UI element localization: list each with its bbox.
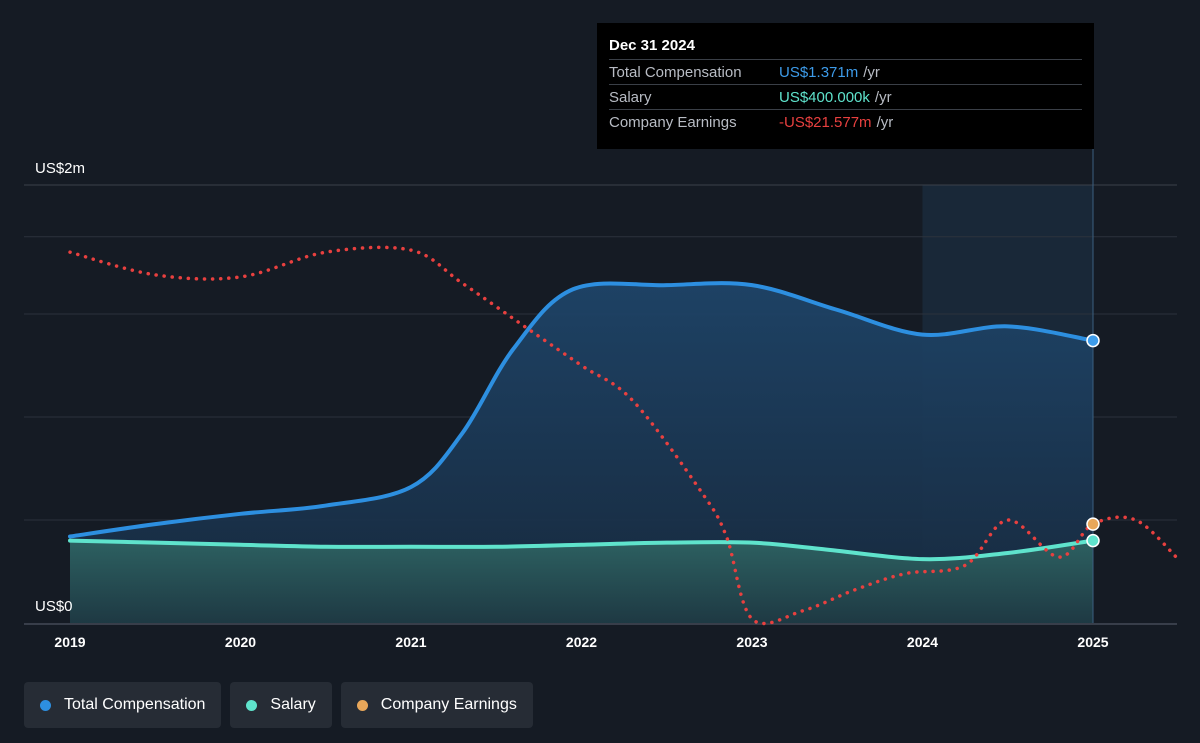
tooltip-unit: /yr <box>874 88 892 106</box>
tooltip-label: Salary <box>609 88 652 106</box>
series-area-total-compensation <box>70 283 1093 623</box>
x-tick-label: 2021 <box>395 634 426 650</box>
legend-item-salary[interactable]: Salary <box>230 682 332 728</box>
legend-dot-icon <box>40 699 51 711</box>
series-areas <box>70 283 1093 623</box>
tooltip-unit: /yr <box>863 63 880 81</box>
tooltip-value: US$400.000k <box>779 88 870 106</box>
legend-item-company-earnings[interactable]: Company Earnings <box>340 682 533 728</box>
tooltip-unit: /yr <box>876 113 894 131</box>
legend-label: Total Compensation <box>64 696 206 713</box>
tooltip-label: Company Earnings <box>609 113 737 131</box>
legend: Total Compensation Salary Company Earnin… <box>24 682 533 728</box>
legend-item-total-compensation[interactable]: Total Compensation <box>24 682 222 728</box>
x-tick-label: 2020 <box>225 634 256 650</box>
tooltip: Dec 31 2024 Total Compensation US$1.371m… <box>597 23 1094 149</box>
marker-company-earnings <box>1086 517 1100 531</box>
legend-dot-icon <box>246 699 258 711</box>
series-lines <box>68 245 1180 626</box>
tooltip-value: -US$21.577m <box>779 113 872 131</box>
y-tick-label: US$2m <box>35 160 85 177</box>
x-tick-label: 2022 <box>566 634 597 650</box>
x-tick-label: 2019 <box>54 634 85 650</box>
series-line-salary <box>68 538 1095 562</box>
legend-label: Company Earnings <box>380 696 517 713</box>
tooltip-row-company-earnings: Company Earnings -US$21.577m /yr <box>609 109 1082 134</box>
x-tick-label: 2024 <box>907 634 938 650</box>
tooltip-value: US$1.371m <box>779 63 859 81</box>
x-tick-label: 2025 <box>1077 634 1108 650</box>
legend-dot-icon <box>356 699 368 711</box>
tooltip-row-salary: Salary US$400.000k /yr <box>609 84 1082 109</box>
tooltip-row-total-compensation: Total Compensation US$1.371m /yr <box>609 59 1082 84</box>
y-axis-labels: US$2m US$0 <box>35 160 85 615</box>
tooltip-date: Dec 31 2024 <box>609 37 695 54</box>
marker-salary <box>1086 533 1100 548</box>
y-tick-label: US$0 <box>35 598 73 615</box>
legend-label: Salary <box>270 696 316 713</box>
tooltip-label: Total Compensation <box>609 63 742 81</box>
series-line-company-earnings <box>68 245 1180 626</box>
series-line-total-compensation <box>68 281 1095 539</box>
series-area-salary <box>70 540 1093 623</box>
series-markers <box>1086 333 1100 548</box>
x-axis-labels: 2019 2020 2021 2022 2023 2024 2025 <box>54 634 1108 650</box>
marker-total-compensation <box>1086 333 1100 348</box>
x-tick-label: 2023 <box>736 634 767 650</box>
